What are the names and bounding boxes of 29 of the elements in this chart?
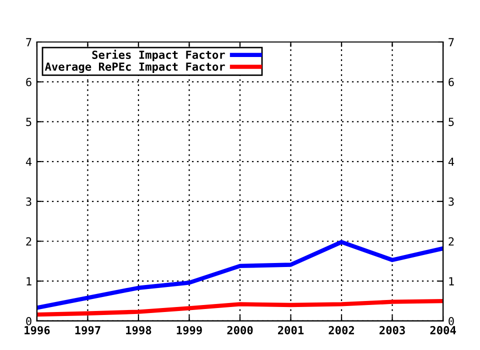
y2-tick-label: 7 (448, 38, 454, 46)
x-tick-label: 2001 (278, 326, 304, 334)
line-series (36, 240, 444, 310)
y2-tick-label: 1 (449, 277, 454, 286)
legend-label: Average RePEc Impact Factor (44, 62, 225, 73)
y-tick-label: 3 (26, 197, 32, 206)
x-tick-label: 2003 (380, 326, 405, 334)
y-tick-label: 4 (26, 158, 32, 166)
x-tick-label: 2000 (227, 326, 253, 334)
y-tick-label: 1 (26, 277, 32, 286)
y-tick-label: 6 (26, 78, 32, 86)
x-tick-label: 1999 (176, 326, 202, 334)
y2-tick-label: 6 (448, 78, 454, 86)
y2-tick-label: 2 (448, 237, 454, 246)
x-tick-label: 2002 (328, 326, 354, 334)
legend-label: Series Impact Factor (92, 50, 225, 62)
y2-tick-label: 4 (448, 158, 454, 166)
y2-tick-label: 5 (448, 118, 454, 126)
y-tick-label: 5 (26, 118, 32, 126)
y-tick-label: 2 (26, 237, 32, 246)
x-tick-label: 1998 (126, 326, 152, 334)
y2-tick-label: 3 (448, 197, 454, 206)
x-tick-label: 2004 (430, 326, 456, 334)
line-series (36, 298, 444, 317)
x-tick-label: 1997 (75, 326, 100, 334)
y2-tick-label: 0 (448, 316, 454, 326)
x-tick-label: 1996 (24, 326, 50, 334)
y-tick-label: 0 (26, 316, 32, 326)
y-tick-label: 7 (26, 38, 32, 46)
